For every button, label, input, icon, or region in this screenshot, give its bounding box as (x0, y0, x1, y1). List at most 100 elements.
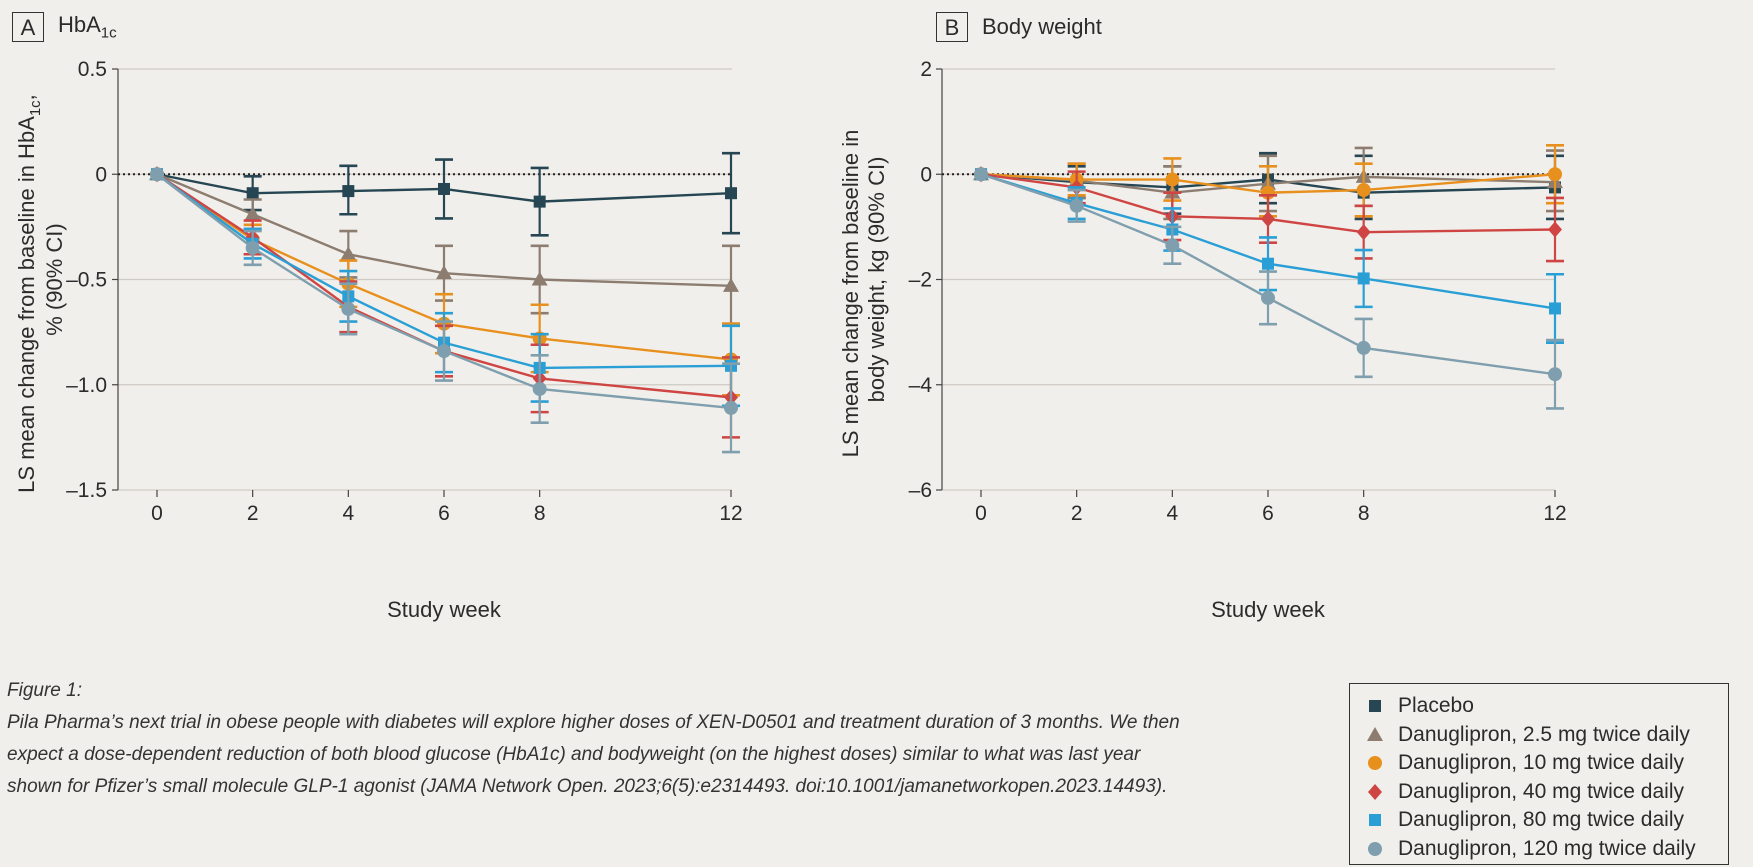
y-tick-label: 2 (920, 58, 932, 81)
data-point (341, 301, 356, 316)
legend-marker (1368, 756, 1382, 770)
series-line (156, 173, 732, 203)
panel-a-title-text: HbA1c (58, 12, 117, 42)
legend-label: Danuglipron, 10 mg twice daily (1398, 751, 1684, 774)
series-line (156, 173, 732, 410)
legend-item: Danuglipron, 120 mg twice daily (1366, 835, 1696, 863)
data-point (1549, 302, 1561, 315)
series-line (980, 173, 1556, 310)
x-tick-label: 8 (1358, 502, 1370, 525)
data-point (438, 182, 450, 195)
legend-item: Danuglipron, 2.5 mg twice daily (1366, 721, 1690, 749)
data-point (1548, 221, 1562, 238)
x-tick-label: 12 (719, 502, 742, 525)
y-axis-title-line1: LS mean change from baseline in (838, 130, 863, 458)
y-tick-label: 0.5 (78, 58, 107, 81)
legend-marker (1368, 841, 1382, 856)
y-axis-title-line2: body weight, kg (90% CI) (864, 157, 889, 403)
data-point (1356, 183, 1371, 198)
caption-text: Pila Pharma’s next trial in obese people… (7, 712, 1180, 797)
x-tick-label: 4 (342, 502, 354, 525)
square-marker-icon (1369, 700, 1381, 712)
legend-label: Danuglipron, 120 mg twice daily (1398, 836, 1696, 860)
x-tick-label: 0 (151, 502, 163, 525)
legend-label: Danuglipron, 80 mg twice daily (1398, 808, 1684, 831)
data-point (244, 206, 261, 221)
data-point (532, 381, 547, 396)
y-tick-label: 0 (95, 163, 107, 186)
legend-marker (1369, 814, 1381, 826)
data-point (437, 344, 451, 359)
data-point (533, 195, 546, 208)
data-point (1261, 210, 1275, 227)
legend-item: Danuglipron, 40 mg twice daily (1366, 778, 1684, 806)
y-axis-title-line2: % (90% CI) (42, 223, 67, 335)
legend-marker (1369, 700, 1381, 712)
series-line (156, 173, 732, 288)
x-tick-label: 8 (534, 502, 546, 525)
x-axis-title: Study week (1211, 597, 1326, 622)
data-point (1548, 167, 1562, 182)
data-point (1069, 198, 1084, 213)
series-line (980, 173, 1556, 194)
series-5 (150, 167, 740, 454)
series-0 (151, 151, 740, 237)
data-point (724, 400, 738, 415)
legend-label: Danuglipron, 2.5 mg twice daily (1398, 722, 1690, 746)
data-point (1357, 272, 1370, 285)
data-point (1356, 340, 1371, 355)
panel-a-title: A HbA1c (12, 12, 117, 42)
legend-label: Danuglipron, 40 mg twice daily (1398, 779, 1684, 803)
data-point (1165, 172, 1180, 187)
data-point (1165, 238, 1180, 253)
body-weight-chart: 2 0 –2 –4 –6 0 2 4 6 8 12 Study week LS mean change … (838, 58, 1567, 622)
y-tick-label: 0 (920, 163, 932, 186)
data-point (246, 187, 259, 200)
data-point (436, 265, 452, 280)
panel-b-title-text: Body weight (982, 14, 1102, 39)
legend-item: Placebo (1366, 692, 1474, 720)
x-tick-label: 2 (247, 502, 259, 525)
data-point (725, 187, 737, 200)
legend-item: Danuglipron, 80 mg twice daily (1366, 806, 1684, 834)
data-point (245, 240, 260, 255)
data-point (1548, 367, 1562, 382)
figure-caption: Figure 1: Pila Pharma’s next trial in ob… (7, 675, 1187, 803)
y-tick-label: –1.5 (66, 479, 107, 502)
legend-item: Danuglipron, 10 mg twice daily (1366, 749, 1684, 777)
data-point (723, 277, 739, 292)
series-line (156, 173, 732, 370)
data-point (1261, 290, 1275, 305)
caption-label: Figure 1: (7, 680, 82, 701)
y-tick-label: –0.5 (66, 269, 107, 292)
series-4 (151, 168, 740, 408)
legend-label: Placebo (1398, 694, 1474, 717)
x-tick-label: 6 (1262, 502, 1274, 525)
circle-marker-icon (1368, 756, 1382, 770)
legend-marker (1367, 726, 1383, 741)
panel-b-title: B Body weight (936, 12, 1102, 42)
panel-a-letter: A (12, 12, 44, 42)
data-point (340, 246, 357, 261)
y-axis-title-line1: LS mean change from baseline in HbA1c, (14, 94, 44, 493)
hba1c-chart: 0.5 0 –0.5 –1.0 –1.5 0 2 4 6 8 12 Study week LS mean… (14, 58, 743, 622)
data-point (1356, 224, 1371, 241)
x-tick-label: 0 (975, 502, 987, 525)
x-tick-label: 12 (1543, 502, 1566, 525)
series-line (980, 173, 1556, 376)
series-line (980, 173, 1556, 194)
x-tick-label: 2 (1071, 502, 1083, 525)
triangle-marker-icon (1367, 726, 1383, 741)
circle-marker-icon (1368, 841, 1382, 856)
panel-b-letter: B (936, 12, 968, 42)
y-tick-label: –2 (909, 269, 932, 292)
data-point (342, 185, 355, 198)
series-line (980, 173, 1556, 234)
data-point (150, 167, 164, 182)
series-line (156, 173, 732, 361)
legend: Placebo Danuglipron, 2.5 mg twice daily Da… (1349, 683, 1729, 865)
series-3 (974, 166, 1564, 263)
square-marker-icon (1369, 814, 1381, 826)
diamond-marker-icon (1368, 783, 1382, 800)
